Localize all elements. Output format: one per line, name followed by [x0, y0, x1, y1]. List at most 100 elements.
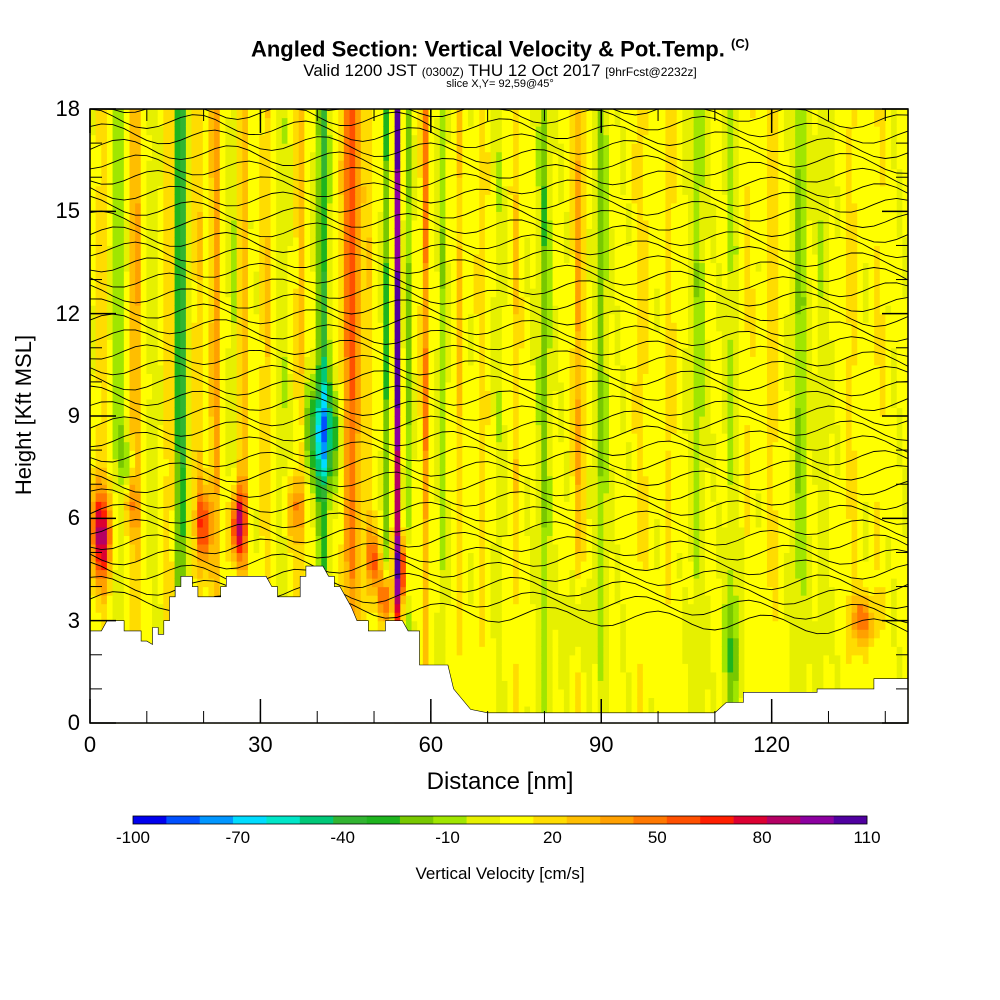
field-cell	[236, 484, 243, 494]
field-cell	[185, 143, 193, 153]
field-cell	[400, 296, 407, 306]
field-cell	[377, 168, 384, 178]
field-cell	[123, 219, 131, 229]
field-cell	[90, 535, 97, 545]
field-cell	[405, 305, 413, 315]
field-cell	[377, 501, 384, 511]
field-cell	[315, 185, 322, 195]
field-cell	[400, 458, 407, 468]
field-cell	[185, 535, 193, 545]
field-cell	[191, 143, 198, 153]
field-cell	[276, 552, 283, 562]
field-cell	[445, 168, 452, 178]
field-cell	[338, 160, 345, 170]
field-cell	[434, 629, 441, 639]
field-cell	[168, 236, 176, 247]
field-cell	[253, 228, 260, 238]
field-cell	[191, 177, 198, 187]
field-cell	[372, 560, 379, 571]
field-cell	[360, 185, 368, 195]
field-cell	[208, 569, 215, 579]
field-cell	[360, 305, 368, 315]
field-cell	[360, 151, 368, 161]
field-cell	[157, 245, 164, 255]
field-cell	[332, 390, 339, 400]
field-cell	[135, 177, 142, 187]
field-cell	[140, 296, 148, 306]
field-cell	[456, 398, 463, 409]
field-cell	[264, 398, 272, 409]
field-cell	[197, 339, 204, 349]
field-cell	[180, 424, 187, 434]
field-cell	[411, 620, 418, 630]
field-cell	[270, 194, 277, 204]
field-cell	[343, 424, 351, 434]
field-cell	[315, 219, 322, 229]
field-cell	[197, 526, 204, 536]
field-cell	[185, 347, 193, 357]
field-cell	[236, 271, 243, 281]
field-cell	[157, 586, 164, 596]
field-cell	[129, 109, 136, 119]
field-cell	[225, 262, 232, 272]
field-cell	[321, 228, 328, 238]
field-cell	[146, 373, 153, 383]
field-cell	[456, 296, 463, 306]
field-cell	[293, 424, 300, 434]
field-cell	[106, 569, 114, 579]
field-cell	[106, 160, 114, 170]
field-cell	[372, 424, 379, 434]
field-cell	[422, 424, 430, 434]
field-cell	[174, 211, 181, 221]
field-cell	[168, 398, 176, 409]
field-cell	[101, 134, 108, 144]
field-cell	[332, 313, 339, 323]
field-cell	[349, 475, 356, 485]
field-cell	[473, 646, 480, 656]
field-cell	[259, 134, 266, 144]
field-cell	[434, 424, 441, 434]
field-cell	[163, 373, 170, 383]
field-cell	[163, 390, 170, 400]
field-cell	[326, 177, 334, 187]
field-cell	[366, 168, 373, 178]
field-cell	[366, 160, 373, 170]
field-cell	[310, 416, 317, 426]
field-cell	[411, 305, 418, 315]
field-cell	[214, 450, 221, 460]
field-cell	[310, 458, 317, 468]
field-cell	[383, 390, 390, 400]
field-cell	[383, 543, 390, 554]
field-cell	[270, 390, 277, 400]
field-cell	[439, 407, 447, 417]
field-cell	[135, 134, 142, 144]
field-cell	[439, 424, 447, 434]
field-cell	[473, 160, 480, 170]
field-cell	[152, 603, 159, 613]
field-cell	[106, 458, 114, 468]
field-cell	[355, 526, 362, 536]
field-cell	[219, 109, 226, 119]
field-cell	[106, 109, 114, 119]
field-cell	[236, 177, 243, 187]
field-cell	[146, 492, 153, 502]
field-cell	[191, 484, 198, 494]
field-cell	[310, 356, 317, 366]
field-cell	[163, 535, 170, 545]
field-cell	[236, 313, 243, 323]
field-cell	[439, 185, 447, 195]
field-cell	[197, 398, 204, 409]
field-cell	[208, 390, 215, 400]
field-cell	[191, 151, 198, 161]
field-cell	[225, 518, 232, 528]
field-cell	[360, 134, 368, 144]
field-cell	[456, 219, 463, 229]
field-cell	[95, 177, 102, 187]
field-cell	[157, 629, 164, 639]
field-cell	[276, 509, 283, 519]
field-cell	[343, 305, 351, 315]
field-cell	[422, 509, 430, 519]
field-cell	[417, 560, 424, 571]
field-cell	[355, 143, 362, 153]
field-cell	[310, 194, 317, 204]
